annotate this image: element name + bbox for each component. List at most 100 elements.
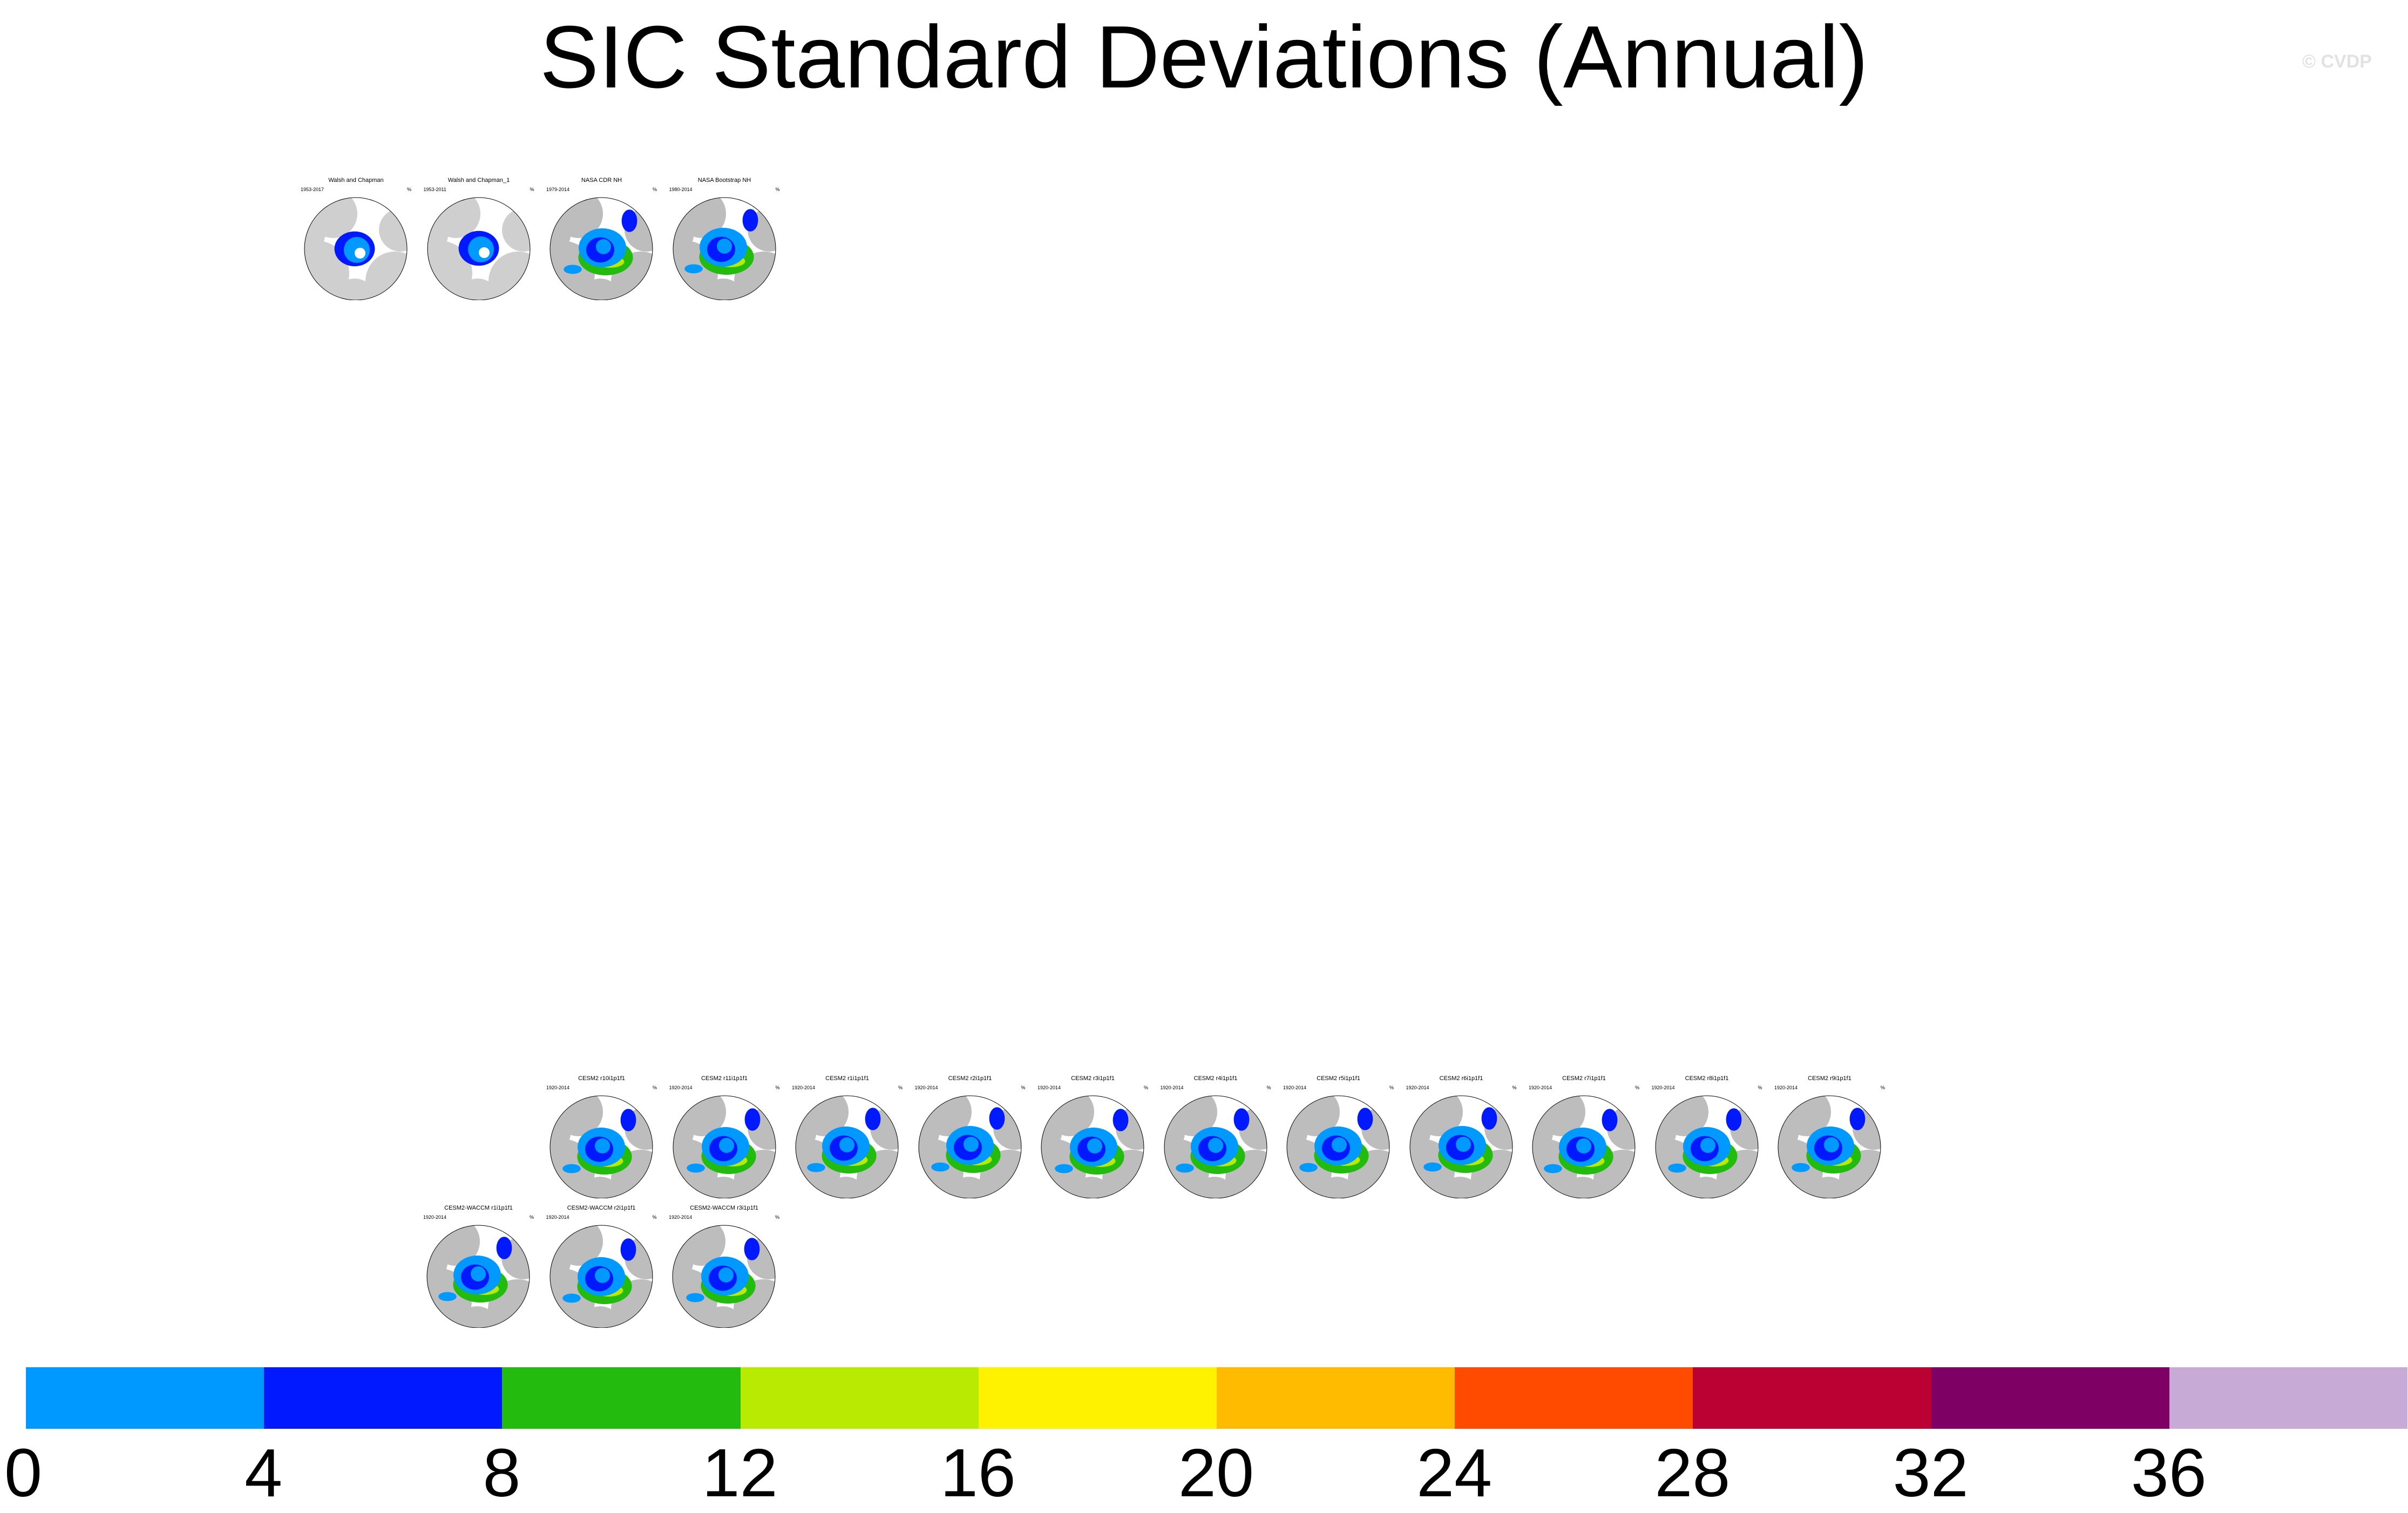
arctic-map (427, 197, 530, 300)
arctic-map (673, 1095, 776, 1198)
panel-years: 1953-2011 (423, 187, 446, 192)
arctic-map (1164, 1095, 1267, 1198)
colorbar-tick-label: 28 (1654, 1435, 1731, 1511)
panel-title: CESM2 r6i1p1f1 (1439, 1075, 1483, 1082)
panel-title: CESM2 r9i1p1f1 (1808, 1075, 1851, 1082)
arctic-map (550, 1095, 653, 1198)
panel-years: 1920-2014 (669, 1215, 693, 1220)
arctic-map (1041, 1095, 1144, 1198)
panel-title: CESM2 r4i1p1f1 (1193, 1075, 1238, 1082)
arctic-map (1655, 1095, 1758, 1198)
sic-map-panel: CESM2 r9i1p1f1 1920-2014% (1774, 1075, 1885, 1199)
arctic-map (550, 1225, 653, 1328)
panel-years: 1953-2017 (301, 187, 324, 192)
sic-map-panel: NASA Bootstrap NH 1980-2014% (669, 177, 780, 301)
panel-title: NASA Bootstrap NH (697, 177, 751, 184)
sic-map-panel: CESM2 r7i1p1f1 1920-2014% (1529, 1075, 1639, 1199)
colorbar-segment (1455, 1367, 1693, 1429)
panel-units: % (1143, 1085, 1148, 1090)
panel-years: 1920-2014 (546, 1085, 570, 1090)
panel-title: CESM2 r2i1p1f1 (948, 1075, 992, 1082)
panel-years: 1920-2014 (1283, 1085, 1307, 1090)
panel-title: Walsh and Chapman (328, 177, 384, 184)
panel-years: 1920-2014 (1774, 1085, 1798, 1090)
panel-years: 1920-2014 (1037, 1085, 1061, 1090)
sic-map-panel: CESM2 r11i1p1f1 1920-2014% (669, 1075, 780, 1199)
colorbar-tick-label: 24 (1416, 1435, 1493, 1511)
panel-years: 1920-2014 (914, 1085, 938, 1090)
panel-title: CESM2-WACCM r3i1p1f1 (690, 1205, 758, 1211)
panel-title: NASA CDR NH (581, 177, 622, 184)
panel-title: CESM2-WACCM r1i1p1f1 (444, 1205, 513, 1211)
panel-title: CESM2 r3i1p1f1 (1071, 1075, 1115, 1082)
panel-units: % (1266, 1085, 1271, 1090)
colorbar-segment (502, 1367, 741, 1429)
sic-map-panel: CESM2 r10i1p1f1 1920-2014% (546, 1075, 657, 1199)
arctic-map (672, 1225, 776, 1328)
colorbar-tick-label: 32 (1893, 1435, 1969, 1511)
panel-units: % (775, 1085, 780, 1090)
panel-title: CESM2 r11i1p1f1 (701, 1075, 748, 1082)
arctic-map (426, 1225, 530, 1328)
colorbar-tick-label: 20 (1178, 1435, 1254, 1511)
panel-units: % (406, 187, 411, 192)
colorbar-tick-label: 8 (483, 1435, 521, 1511)
arctic-map (918, 1095, 1021, 1198)
panel-units: % (1389, 1085, 1394, 1090)
sic-map-panel: CESM2-WACCM r3i1p1f1 1920-2014% (669, 1205, 779, 1329)
panel-units: % (1512, 1085, 1517, 1090)
cvdp-watermark: © CVDP (2302, 51, 2372, 72)
panel-units: % (1880, 1085, 1885, 1090)
sic-map-panel: CESM2 r8i1p1f1 1920-2014% (1652, 1075, 1762, 1199)
panel-title: CESM2-WACCM r2i1p1f1 (567, 1205, 636, 1211)
colorbar-tick-label: 36 (2131, 1435, 2207, 1511)
colorbar-segment (1217, 1367, 1455, 1429)
sic-map-panel: CESM2 r2i1p1f1 1920-2014% (915, 1075, 1026, 1199)
sic-map-panel: NASA CDR NH 1979-2014% (546, 177, 657, 301)
arctic-map (673, 197, 776, 300)
arctic-map (1778, 1095, 1881, 1198)
sic-map-panel: Walsh and Chapman 1953-2017% (301, 177, 411, 301)
colorbar-segment (978, 1367, 1217, 1429)
colorbar-segment (264, 1367, 503, 1429)
panel-years: 1920-2014 (423, 1215, 447, 1220)
colorbar-tick-label: 4 (245, 1435, 283, 1511)
colorbar-segment (1693, 1367, 1931, 1429)
arctic-map (1532, 1095, 1636, 1198)
colorbar-tick-label: 0 (4, 1435, 43, 1511)
arctic-map (1286, 1095, 1390, 1198)
panel-title: CESM2 r5i1p1f1 (1317, 1075, 1360, 1082)
panel-title: Walsh and Chapman_1 (447, 177, 510, 184)
arctic-map (550, 197, 653, 300)
panel-years: 1920-2014 (1529, 1085, 1552, 1090)
colorbar-segment (1931, 1367, 2169, 1429)
panel-years: 1920-2014 (1406, 1085, 1429, 1090)
colorbar-segment (26, 1367, 264, 1429)
colorbar-segment (2169, 1367, 2408, 1429)
panel-units: % (652, 1215, 657, 1220)
panel-title: CESM2 r8i1p1f1 (1685, 1075, 1729, 1082)
panel-title: CESM2 r10i1p1f1 (578, 1075, 625, 1082)
sic-map-panel: CESM2 r3i1p1f1 1920-2014% (1037, 1075, 1148, 1199)
sic-map-panel: Walsh and Chapman_1 1953-2011% (424, 177, 534, 301)
panel-years: 1920-2014 (1160, 1085, 1184, 1090)
arctic-map (1409, 1095, 1512, 1198)
panel-years: 1980-2014 (669, 187, 693, 192)
panel-years: 1920-2014 (546, 1215, 569, 1220)
sic-map-panel: CESM2 r1i1p1f1 1920-2014% (792, 1075, 903, 1199)
panel-years: 1920-2014 (669, 1085, 693, 1090)
colorbar-tick-label: 12 (702, 1435, 778, 1511)
figure-title: SIC Standard Deviations (Annual) (539, 8, 1869, 106)
panel-units: % (652, 1085, 657, 1090)
sic-map-panel: CESM2 r4i1p1f1 1920-2014% (1161, 1075, 1271, 1199)
panel-units: % (898, 1085, 903, 1090)
panel-title: CESM2 r7i1p1f1 (1562, 1075, 1606, 1082)
panel-units: % (1634, 1085, 1639, 1090)
colorbar-tick-label: 16 (940, 1435, 1016, 1511)
sic-map-panel: CESM2-WACCM r2i1p1f1 1920-2014% (546, 1205, 657, 1329)
arctic-map (795, 1095, 899, 1198)
panel-units: % (652, 187, 657, 192)
panel-units: % (775, 187, 780, 192)
colorbar-segment (740, 1367, 979, 1429)
panel-years: 1920-2014 (792, 1085, 816, 1090)
